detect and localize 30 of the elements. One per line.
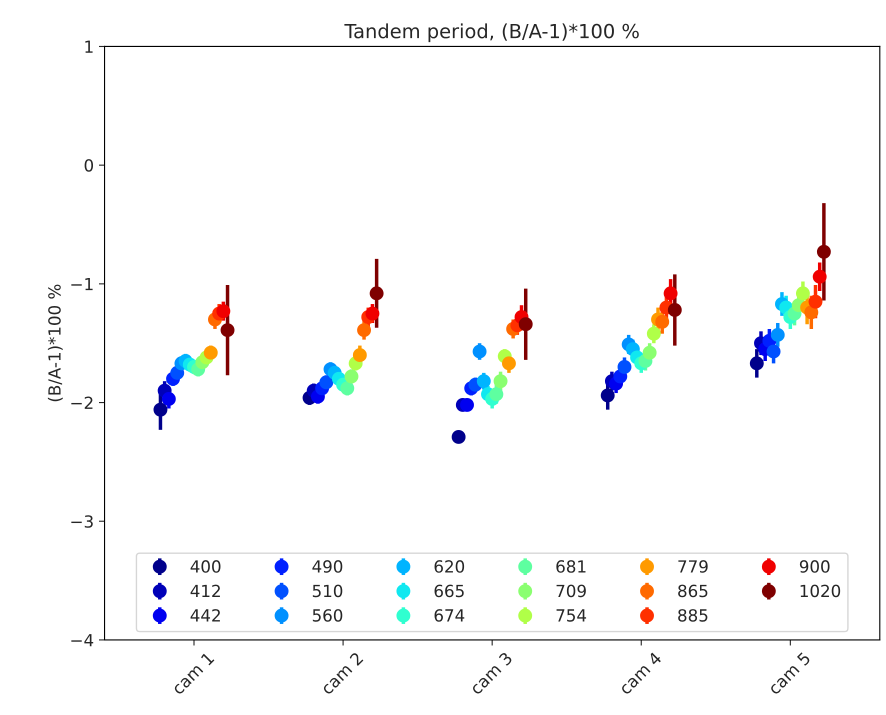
legend-label: 885 (678, 609, 708, 622)
y-tick-label: 1 (85, 40, 93, 53)
legend-label: 665 (434, 584, 464, 598)
legend-label: 865 (678, 584, 708, 598)
y-axis-title: (B/A-1)*100 % (48, 284, 63, 402)
legend-label: 400 (190, 560, 220, 573)
y-tick-label: −3 (71, 515, 93, 528)
x-tick-label: cam 1 (171, 652, 215, 696)
legend-label: 510 (312, 584, 342, 598)
legend-label: 709 (556, 584, 586, 598)
legend-label: 779 (678, 560, 708, 573)
legend-label: 412 (190, 584, 220, 597)
x-tick-label: cam 5 (767, 652, 811, 696)
y-tick-label: −2 (71, 396, 92, 409)
y-tick-label: 0 (84, 159, 94, 172)
x-tick-label: cam 4 (618, 651, 662, 696)
legend-label: 560 (312, 609, 342, 622)
legend-label: 754 (556, 609, 586, 622)
legend-label: 674 (434, 609, 464, 622)
legend-label: 1020 (800, 584, 840, 598)
chart-title: Tandem period, (B/A-1)*100 % (344, 23, 639, 42)
legend-label: 490 (312, 560, 342, 573)
x-tick-label: cam 3 (469, 651, 513, 696)
legend-label: 681 (556, 560, 586, 573)
x-tick-label: cam 2 (320, 652, 364, 696)
y-tick-label: −4 (71, 634, 94, 646)
legend-label: 442 (190, 609, 220, 622)
legend-label: 620 (434, 560, 464, 573)
y-tick-label: −1 (71, 278, 93, 290)
legend-label: 900 (800, 560, 830, 573)
